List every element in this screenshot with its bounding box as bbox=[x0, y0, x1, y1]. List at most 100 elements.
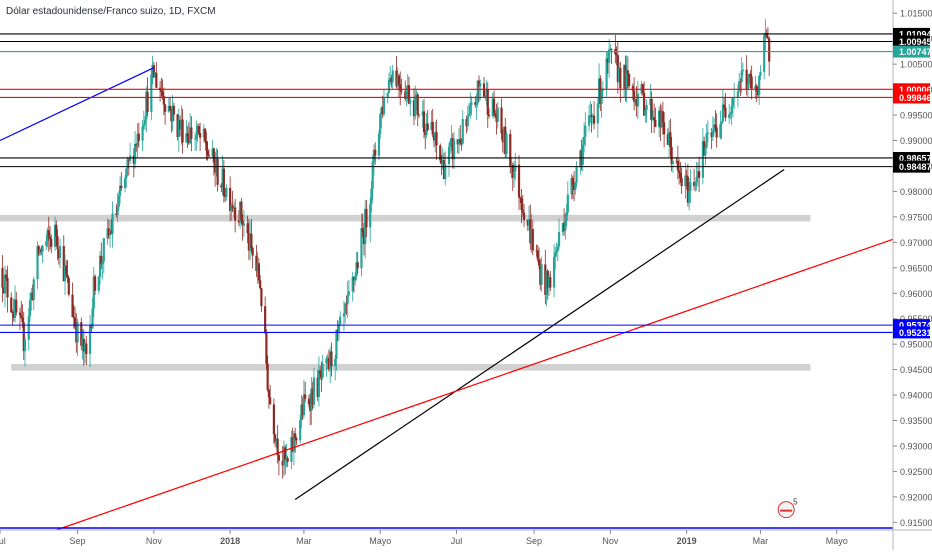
candle-body bbox=[110, 230, 113, 235]
candle-body bbox=[571, 177, 574, 185]
candle-body bbox=[92, 276, 95, 309]
y-tick-label: 0.97000 bbox=[900, 238, 932, 248]
candle-body bbox=[676, 160, 679, 171]
candle-body bbox=[439, 145, 442, 161]
candle-body bbox=[387, 79, 391, 93]
candle-body bbox=[380, 107, 383, 115]
candle-body bbox=[653, 117, 656, 120]
candle-body bbox=[334, 359, 337, 367]
candle-body bbox=[123, 178, 127, 189]
candle-body bbox=[670, 146, 673, 164]
candle-body bbox=[304, 394, 307, 399]
price-level-tag bbox=[893, 326, 930, 339]
candle-body bbox=[325, 358, 328, 364]
candle-body bbox=[400, 90, 403, 92]
candle-body bbox=[703, 141, 706, 156]
candle-body bbox=[199, 133, 202, 138]
candle-body bbox=[72, 316, 75, 318]
candle-body bbox=[521, 210, 524, 213]
candle-body bbox=[397, 75, 401, 85]
candle-body bbox=[41, 245, 44, 252]
candle-body bbox=[135, 143, 138, 147]
candle-body bbox=[487, 114, 491, 117]
candle-body bbox=[633, 90, 636, 102]
y-tick-label: 0.95000 bbox=[900, 340, 932, 350]
candle-body bbox=[91, 308, 94, 329]
price-candles bbox=[1, 19, 771, 479]
y-tick-label: 0.93500 bbox=[900, 416, 932, 426]
candle-body bbox=[668, 132, 671, 145]
candle-body bbox=[452, 139, 456, 160]
candle-body bbox=[285, 458, 288, 460]
candle-body bbox=[364, 208, 367, 245]
candle-body bbox=[663, 122, 666, 135]
candle-body bbox=[301, 404, 304, 416]
candle-body bbox=[295, 438, 298, 441]
candle-body bbox=[250, 233, 253, 248]
candle-body bbox=[286, 458, 289, 462]
candle-body bbox=[661, 111, 664, 123]
candle-body bbox=[759, 71, 762, 76]
candle-body bbox=[432, 134, 436, 141]
candle-body bbox=[514, 164, 517, 172]
candle-body bbox=[766, 37, 770, 39]
candle-body bbox=[624, 65, 627, 90]
candle-body bbox=[685, 175, 688, 177]
candle-body bbox=[625, 70, 628, 90]
candle-body bbox=[307, 398, 311, 405]
candle-body bbox=[389, 77, 392, 80]
candle-body bbox=[242, 223, 245, 226]
candle-body bbox=[556, 246, 559, 252]
candle-body bbox=[168, 105, 172, 111]
candle-body bbox=[73, 317, 77, 327]
candle-body bbox=[177, 120, 180, 137]
candle-body bbox=[582, 136, 586, 145]
candle-body bbox=[546, 270, 549, 288]
candle-body bbox=[467, 113, 471, 117]
candle-body bbox=[230, 205, 233, 212]
candle-body bbox=[520, 198, 523, 211]
candle-body bbox=[552, 257, 556, 288]
x-tick-label: Mar bbox=[753, 536, 769, 546]
y-tick-label: 0.94000 bbox=[900, 391, 932, 401]
candle-body bbox=[65, 265, 68, 275]
candle-body bbox=[15, 299, 18, 313]
candle-body bbox=[374, 149, 377, 156]
candle-body bbox=[22, 322, 25, 352]
candle-body bbox=[344, 303, 347, 314]
candle-body bbox=[37, 246, 40, 254]
candle-body bbox=[711, 130, 714, 138]
candle-body bbox=[336, 329, 339, 332]
candle-body bbox=[698, 171, 701, 178]
candle-body bbox=[566, 194, 569, 213]
candle-body bbox=[486, 89, 489, 115]
trendlines bbox=[0, 67, 894, 531]
candle-body bbox=[540, 264, 543, 285]
candle-body bbox=[370, 188, 373, 205]
candle-body bbox=[116, 206, 119, 215]
candle-body bbox=[290, 437, 293, 462]
candle-body bbox=[405, 90, 408, 100]
candle-body bbox=[317, 370, 321, 397]
candle-body bbox=[416, 94, 419, 115]
candle-body bbox=[597, 78, 601, 104]
candle-body bbox=[765, 33, 768, 38]
candle-body bbox=[584, 125, 587, 137]
candle-body bbox=[2, 287, 5, 294]
candle-body bbox=[704, 147, 707, 156]
candle-body bbox=[422, 111, 426, 133]
candle-body bbox=[214, 162, 217, 173]
candle-body bbox=[557, 232, 561, 247]
event-badge[interactable]: 5 bbox=[777, 498, 798, 519]
x-axis-panel bbox=[0, 530, 932, 550]
candle-body bbox=[645, 105, 648, 110]
candle-body bbox=[447, 146, 451, 165]
candle-body bbox=[510, 164, 513, 167]
candle-body bbox=[216, 158, 219, 185]
candle-body bbox=[345, 303, 348, 305]
candle-body bbox=[371, 161, 374, 189]
candle-body bbox=[256, 263, 259, 272]
